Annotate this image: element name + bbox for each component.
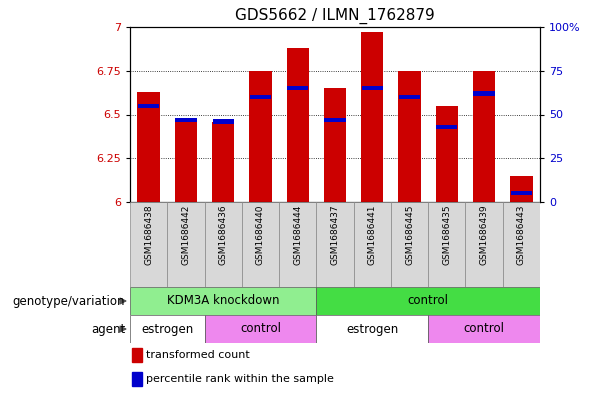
Bar [465,202,503,287]
Bar [391,202,428,287]
Bar [361,32,383,202]
Bar [137,92,160,202]
Bar [325,118,346,122]
Text: control: control [240,323,281,336]
Bar [138,104,159,108]
Bar [399,95,420,99]
Bar [473,71,495,202]
Bar [511,191,532,195]
Bar [130,315,204,343]
Bar [316,315,428,343]
Text: GSM1686435: GSM1686435 [442,204,451,265]
Bar [353,202,391,287]
Bar [204,315,316,343]
Bar [249,71,272,202]
Text: genotype/variation: genotype/variation [12,294,125,307]
Text: GSM1686439: GSM1686439 [479,204,489,265]
Title: GDS5662 / ILMN_1762879: GDS5662 / ILMN_1762879 [235,8,435,24]
Bar [287,86,309,90]
Text: control: control [408,294,449,307]
Text: GSM1686440: GSM1686440 [256,204,265,265]
Text: estrogen: estrogen [141,323,193,336]
Text: percentile rank within the sample: percentile rank within the sample [147,374,335,384]
Text: GSM1686438: GSM1686438 [144,204,153,265]
Bar [212,121,234,202]
Bar [510,176,532,202]
Text: transformed count: transformed count [147,350,250,360]
Bar [428,202,465,287]
Text: GSM1686443: GSM1686443 [517,204,526,265]
Text: GSM1686442: GSM1686442 [181,204,190,265]
Bar [175,120,197,202]
Bar [474,91,495,95]
Bar [362,86,383,90]
Bar [167,202,204,287]
Bar [324,88,346,202]
Text: control: control [464,323,505,336]
Bar [130,202,167,287]
Bar [436,125,458,129]
Bar [213,119,234,124]
Bar [130,287,316,315]
Bar [286,48,309,202]
Bar [250,95,271,99]
Bar [132,348,143,362]
Bar [436,106,458,202]
Text: KDM3A knockdown: KDM3A knockdown [167,294,279,307]
Bar [279,202,316,287]
Text: GSM1686445: GSM1686445 [405,204,414,265]
Text: GSM1686441: GSM1686441 [368,204,377,265]
Text: GSM1686436: GSM1686436 [219,204,228,265]
Text: estrogen: estrogen [346,323,398,336]
Bar [204,202,242,287]
Bar [503,202,540,287]
Text: GSM1686437: GSM1686437 [330,204,339,265]
Text: GSM1686444: GSM1686444 [293,204,302,265]
Bar [316,202,353,287]
Text: agent: agent [91,323,125,336]
Bar [176,118,197,122]
Bar [398,71,421,202]
Bar [316,287,540,315]
Bar [242,202,279,287]
Bar [132,372,143,386]
Bar [428,315,540,343]
